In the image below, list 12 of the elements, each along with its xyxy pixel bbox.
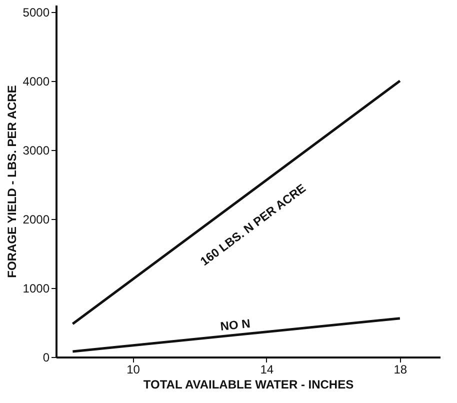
y-tick-label: 2000 bbox=[22, 212, 50, 226]
x-tick-label: 10 bbox=[126, 362, 140, 376]
y-tick-label: 4000 bbox=[22, 74, 50, 88]
y-axis-title: FORAGE YIELD - LBS. PER ACRE bbox=[4, 85, 19, 278]
x-tick-label: 14 bbox=[260, 362, 274, 376]
text: NO N bbox=[220, 316, 251, 334]
x-tick-label: 18 bbox=[394, 362, 408, 376]
y-tick-label: 5000 bbox=[22, 5, 50, 20]
y-tick-label: 3000 bbox=[22, 143, 50, 158]
x-axis-title: TOTAL AVAILABLE WATER - INCHES bbox=[143, 378, 354, 392]
y-tick-label: 1000 bbox=[22, 281, 50, 296]
y-tick-label: 0 bbox=[42, 350, 50, 364]
